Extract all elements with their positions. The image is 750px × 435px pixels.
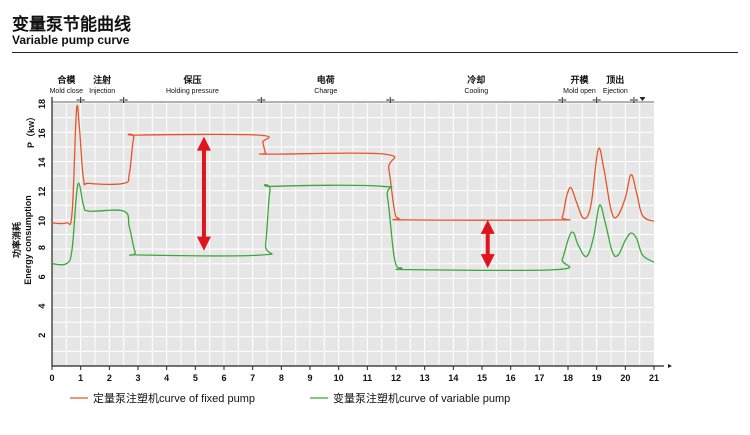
arrow-head-down <box>196 236 211 251</box>
phase-end-marker <box>639 97 646 101</box>
phase-label-en: Cooling <box>464 88 488 95</box>
phase-label-en: Mold open <box>563 88 596 95</box>
arrow-head-up <box>480 219 495 234</box>
x-tick-label: 21 <box>649 373 659 383</box>
x-tick-label: 17 <box>534 373 544 383</box>
x-tick-label: 20 <box>620 373 630 383</box>
legend-label: 定量泵注塑机curve of fixed pump <box>93 391 255 405</box>
x-tick-label: 2 <box>107 373 112 383</box>
axes: 0 1 2 3 4 5 6 7 8 9 10 11 12 13 14 15 16 17 18 19 20 21246810… <box>11 97 672 383</box>
y-tick-label: 12 <box>37 187 47 197</box>
series-line-variable-pump <box>51 182 655 272</box>
y-tick-label: 4 <box>37 304 47 309</box>
phase-label-en: Mold close <box>50 88 84 95</box>
x-tick-label: 11 <box>363 373 373 383</box>
y-tick-label: 10 <box>37 216 47 226</box>
x-tick-label: 8 <box>279 373 284 383</box>
x-tick-label: 4 <box>164 373 169 383</box>
series-lines <box>51 104 655 272</box>
y-axis-label-unit: P（kw） <box>26 112 36 148</box>
header-rule <box>12 52 738 53</box>
x-tick-label: 10 <box>334 373 344 383</box>
difference-arrows <box>196 136 495 269</box>
arrow-head-up <box>196 136 211 151</box>
phase-bar: 合模 Mold close 注射 Injection 保压 Holding pressur… <box>50 74 654 103</box>
x-tick-label: 0 <box>49 373 54 383</box>
y-tick-label: 6 <box>37 274 47 279</box>
series-line-fixed-pump <box>51 104 655 226</box>
arrow-head-down <box>480 254 495 269</box>
phase-label-en: Holding pressure <box>166 88 219 95</box>
y-tick-label: 8 <box>37 245 47 250</box>
x-tick-label: 3 <box>135 373 140 383</box>
x-tick-label: 9 <box>307 373 312 383</box>
grid-lines <box>52 102 654 366</box>
y-tick-label: 14 <box>37 157 47 167</box>
phase-label-zh: 开模 <box>570 74 589 85</box>
y-tick-label: 2 <box>37 333 47 338</box>
y-axis-label-en: Energy consumption <box>23 195 33 285</box>
x-tick-label: 15 <box>477 373 487 383</box>
phase-label-zh: 保压 <box>182 74 201 85</box>
x-tick-label: 14 <box>448 373 458 383</box>
x-tick-label: 12 <box>391 373 401 383</box>
x-tick-label: 18 <box>563 373 573 383</box>
legend-label: 变量泵注塑机curve of variable pump <box>333 391 510 405</box>
x-tick-label: 6 <box>221 373 226 383</box>
x-axis-arrow <box>668 364 672 368</box>
x-tick-label: 7 <box>250 373 255 383</box>
y-axis-label-zh: 功率消耗 <box>11 222 22 258</box>
x-tick-label: 16 <box>506 373 516 383</box>
difference-arrow <box>480 219 495 269</box>
phase-label-zh: 冷却 <box>467 74 485 85</box>
chart-title-en: Variable pump curve <box>12 33 130 47</box>
phase-label-zh: 注射 <box>93 74 111 85</box>
x-tick-label: 13 <box>420 373 430 383</box>
x-tick-label: 5 <box>193 373 198 383</box>
chart-title-zh: 变量泵节能曲线 <box>12 15 131 34</box>
phase-label-en: Ejection <box>603 88 628 95</box>
phase-label-zh: 顶出 <box>606 74 624 85</box>
legend: 定量泵注塑机curve of fixed pump 变量泵注塑机curve of … <box>70 391 510 405</box>
phase-label-en: Injection <box>89 88 115 95</box>
phase-label-en: Charge <box>314 88 337 95</box>
difference-arrow <box>196 136 211 251</box>
phase-label-zh: 合模 <box>57 74 76 85</box>
y-tick-label: 16 <box>37 128 47 138</box>
y-tick-label: 18 <box>37 99 47 109</box>
phase-label-zh: 电荷 <box>317 74 335 85</box>
x-tick-label: 19 <box>592 373 602 383</box>
x-tick-label: 1 <box>78 373 83 383</box>
